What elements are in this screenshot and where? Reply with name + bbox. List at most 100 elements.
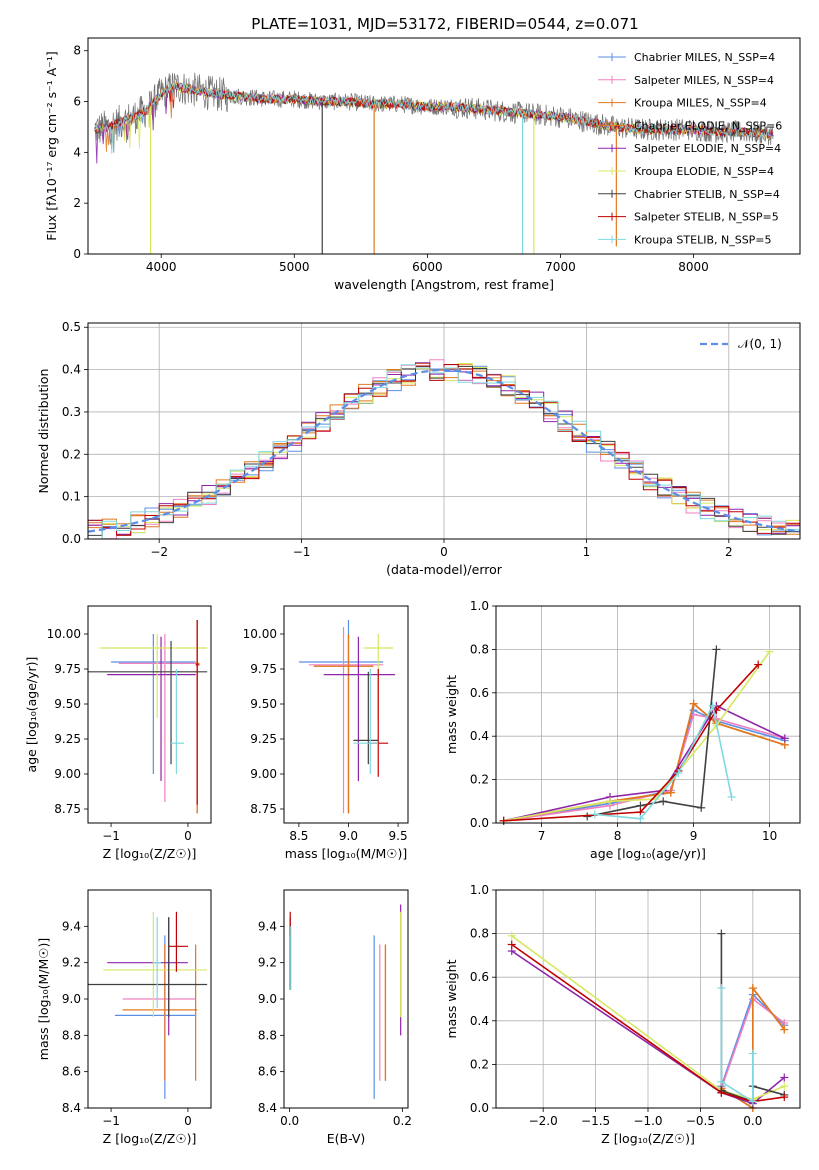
panel-mass_vs_ebv: 0.0 0.2 8.4 8.6 8.8 9.0 9.2 9.4 E(B-V) [258, 889, 412, 1146]
x-tick-label: 0.0 [743, 1114, 762, 1128]
plot-area [298, 620, 396, 814]
y-tick-label: 9.00 [54, 767, 81, 781]
x-tick-label: −2 [150, 545, 168, 559]
x-tick-label: 2 [725, 545, 733, 559]
x-axis-label: Z [log₁₀(Z/Z☉)] [601, 1131, 695, 1146]
axes-frame [87, 37, 801, 255]
y-tick-label: 0.0 [470, 816, 489, 830]
mass-weight-point [780, 734, 789, 743]
y-tick-label: 0 [73, 247, 81, 261]
x-axis-label: wavelength [Angstrom, rest frame] [334, 277, 554, 292]
mass-weight-point [666, 788, 675, 797]
y-tick-label: 1.0 [470, 599, 489, 613]
x-tick-label: 9.5 [389, 829, 408, 843]
y-axis-label: mass [log₁₀(M/M☉)] [36, 938, 51, 1060]
x-tick-label: 4000 [146, 260, 177, 274]
x-tick-label: 0.0 [280, 1114, 299, 1128]
y-axis-label: Flux [fλ10⁻¹⁷ erg cm⁻² s⁻¹ A⁻¹] [44, 51, 59, 240]
mass-weight-point [765, 647, 774, 656]
x-tick-label: 5000 [279, 260, 310, 274]
x-axis-label: E(B-V) [327, 1131, 366, 1146]
x-axis-label: age [log₁₀(age/yr)] [590, 846, 706, 861]
legend-entry: Salpeter STELIB, N_SSP=5 [634, 211, 779, 224]
axes-frame [495, 889, 801, 1109]
model-spectrum-line [94, 81, 774, 154]
x-tick-label: 10 [762, 829, 777, 843]
mass-weight-series [503, 713, 786, 822]
y-tick-label: 9.2 [258, 956, 277, 970]
axes-frame [283, 605, 409, 824]
y-tick-label: 0.0 [470, 1101, 489, 1115]
y-tick-label: 9.75 [250, 662, 277, 676]
x-tick-label: −0.5 [686, 1114, 715, 1128]
mass-weight-point [689, 699, 698, 708]
plot-area [88, 911, 208, 1099]
y-tick-label: 0.3 [62, 405, 81, 419]
y-tick-label: 8.75 [54, 802, 81, 816]
mass-weight-point [674, 769, 683, 778]
y-tick-label: 0.4 [470, 729, 489, 743]
mass-weight-point [717, 1077, 726, 1086]
y-tick-label: 0.5 [62, 320, 81, 334]
legend-entry: Salpeter ELODIE, N_SSP=4 [634, 142, 781, 155]
y-tick-label: 8.6 [62, 1065, 81, 1079]
y-tick-label: 8.8 [62, 1028, 81, 1042]
y-tick-label: 9.0 [62, 992, 81, 1006]
mass-weight-point [748, 1097, 757, 1106]
legend-entry: 𝒩(0, 1) [738, 337, 782, 351]
y-tick-label: 0.6 [470, 970, 489, 984]
x-tick-label: 7000 [545, 260, 576, 274]
y-tick-label: 8.6 [258, 1065, 277, 1079]
y-axis-label: mass weight [444, 675, 459, 754]
y-tick-label: 9.2 [62, 956, 81, 970]
y-tick-label: 0.2 [470, 1057, 489, 1071]
mass-weight-point [697, 803, 706, 812]
y-tick-label: 0.4 [470, 1014, 489, 1028]
y-tick-label: 8.75 [250, 802, 277, 816]
mass-weight-series [511, 935, 785, 1101]
y-axis-label: Normed distribution [36, 369, 51, 494]
axes-frame [495, 605, 801, 824]
panel-mass_vs_Z: −1 0 8.4 8.6 8.8 9.0 9.2 9.4 Z [log₁₀(Z/Z☉)] mass… [36, 889, 212, 1146]
legend-entry: Salpeter MILES, N_SSP=4 [634, 74, 774, 87]
mass-weight-point [717, 1088, 726, 1097]
mass-weight-point [708, 701, 717, 710]
plot-area [289, 904, 402, 1099]
mass-weight-point [780, 1073, 789, 1082]
mass-weight-point [727, 792, 736, 801]
errorbar-point [313, 634, 374, 814]
x-axis-label: Z [log₁₀(Z/Z☉)] [103, 1131, 197, 1146]
x-tick-label: 0 [184, 829, 192, 843]
x-tick-label: −1 [102, 1114, 120, 1128]
x-axis-label: (data-model)/error [386, 562, 503, 577]
errorbar-point [194, 944, 198, 1081]
y-tick-label: 0.4 [62, 363, 81, 377]
x-tick-label: 8.5 [289, 829, 308, 843]
y-tick-label: 4 [73, 145, 81, 159]
y-axis-label: mass weight [444, 959, 459, 1038]
axes-frame [87, 889, 212, 1109]
x-tick-label: 9 [690, 829, 698, 843]
errorbar-point [353, 671, 379, 765]
mass-weight-point [659, 797, 668, 806]
y-tick-label: 9.25 [250, 732, 277, 746]
errorbar-point [168, 911, 188, 972]
x-tick-label: 8000 [678, 260, 709, 274]
y-tick-label: 9.4 [258, 919, 277, 933]
errorbar-point [195, 620, 200, 805]
x-tick-label: 0 [184, 1114, 192, 1128]
x-axis-label: Z [log₁₀(Z/Z☉)] [103, 846, 197, 861]
x-tick-label: 8 [614, 829, 622, 843]
y-tick-label: 1.0 [470, 883, 489, 897]
spectrum-legend: Chabrier MILES, N_SSP=4 Salpeter MILES, N… [598, 51, 782, 246]
y-tick-label: 6 [73, 95, 81, 109]
legend-entry: Chabrier MILES, N_SSP=4 [634, 51, 775, 64]
errorbar-point [111, 634, 196, 774]
x-tick-label: 1 [583, 545, 591, 559]
y-tick-label: 8.4 [62, 1101, 81, 1115]
y-tick-label: 0.6 [470, 686, 489, 700]
x-tick-label: 7 [538, 829, 546, 843]
mass-weight-point [717, 984, 726, 993]
mass-weight-series [720, 988, 754, 1103]
mass-weight-point [590, 810, 599, 819]
